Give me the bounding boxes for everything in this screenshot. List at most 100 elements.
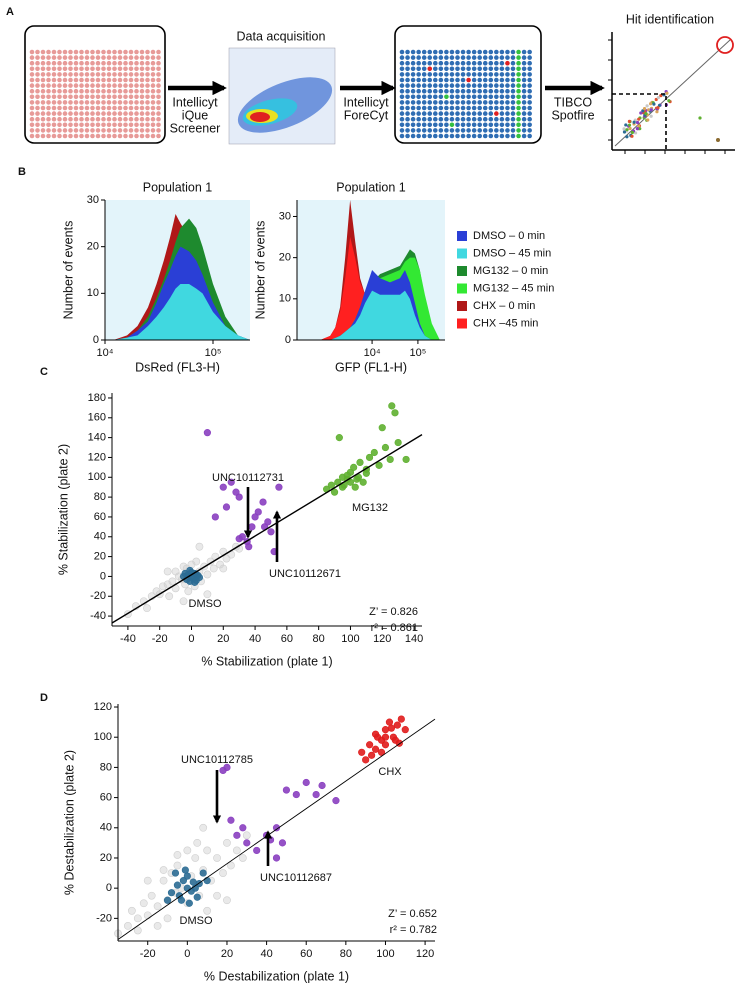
well <box>101 60 106 66</box>
well <box>46 122 51 128</box>
well <box>84 77 90 83</box>
well <box>444 72 449 77</box>
well <box>466 66 471 72</box>
scatter-point <box>312 790 320 799</box>
scatter-point <box>381 726 390 734</box>
y-tick-label: 20 <box>87 241 99 253</box>
well <box>40 133 46 139</box>
well <box>51 128 57 133</box>
well <box>421 122 427 128</box>
well <box>95 49 101 55</box>
scatter-point <box>179 597 188 606</box>
well <box>134 122 139 128</box>
well <box>410 55 416 60</box>
x-tick-label: 0 <box>184 948 190 960</box>
well <box>106 133 112 139</box>
y-tick-label: 20 <box>100 852 112 864</box>
mini-dot <box>630 130 634 135</box>
well <box>51 72 57 77</box>
well <box>455 72 460 77</box>
well <box>521 111 527 116</box>
well <box>410 66 416 72</box>
well <box>128 49 134 55</box>
well <box>505 122 510 128</box>
well <box>106 128 112 133</box>
scatter-point <box>191 854 200 862</box>
well <box>57 88 62 94</box>
well <box>399 55 405 60</box>
well <box>416 83 421 88</box>
well <box>516 122 521 128</box>
well <box>145 128 150 133</box>
legend-label: MG132 – 45 min <box>473 282 554 294</box>
well <box>421 88 427 94</box>
well <box>57 66 62 72</box>
well <box>51 122 57 128</box>
well <box>106 49 112 55</box>
well <box>405 100 410 105</box>
scatter-point <box>275 483 283 491</box>
well <box>117 88 123 94</box>
well <box>29 111 35 116</box>
well <box>156 66 161 72</box>
mini-dot <box>655 110 659 114</box>
well <box>438 100 444 105</box>
well <box>505 111 510 116</box>
well <box>527 116 532 122</box>
scatter-point <box>186 566 194 575</box>
mini-dot <box>642 107 647 111</box>
well <box>139 105 145 111</box>
well <box>134 105 139 111</box>
well <box>134 88 139 94</box>
well <box>471 100 477 105</box>
well <box>460 105 466 111</box>
well <box>150 122 156 128</box>
well <box>68 55 73 60</box>
scatter-point <box>232 846 241 855</box>
well <box>477 83 483 88</box>
well <box>410 100 416 105</box>
panel-label: C <box>40 366 48 378</box>
well <box>62 122 68 128</box>
x-tick-label: 10⁵ <box>205 347 222 359</box>
scatter-point <box>211 513 219 521</box>
well <box>90 77 95 83</box>
well <box>62 49 68 55</box>
annotation: Z’ = 0.652 <box>388 908 437 920</box>
well <box>438 60 444 66</box>
well <box>117 116 123 122</box>
transition-label: TIBCO <box>554 95 592 109</box>
well <box>433 60 438 66</box>
well <box>73 83 79 88</box>
well <box>427 111 433 116</box>
well <box>444 77 449 83</box>
mini-dot <box>633 131 638 135</box>
well <box>51 100 57 105</box>
well <box>62 94 68 100</box>
well <box>449 133 455 139</box>
well <box>471 94 477 100</box>
well <box>139 128 145 133</box>
y-tick-label: 100 <box>88 471 106 483</box>
well <box>505 72 510 77</box>
well <box>73 77 79 83</box>
well <box>79 122 84 128</box>
y-tick-label: 0 <box>93 334 99 346</box>
well <box>73 55 79 60</box>
well <box>482 122 488 128</box>
well <box>460 133 466 139</box>
mini-dot <box>632 120 636 124</box>
well <box>35 72 40 77</box>
well <box>416 55 421 60</box>
well <box>527 111 532 116</box>
well <box>527 60 532 66</box>
well <box>73 133 79 139</box>
well <box>84 133 90 139</box>
well <box>421 72 427 77</box>
well <box>399 66 405 72</box>
well <box>455 122 460 128</box>
well <box>482 111 488 116</box>
scatter-point <box>139 899 148 908</box>
well <box>123 66 128 72</box>
